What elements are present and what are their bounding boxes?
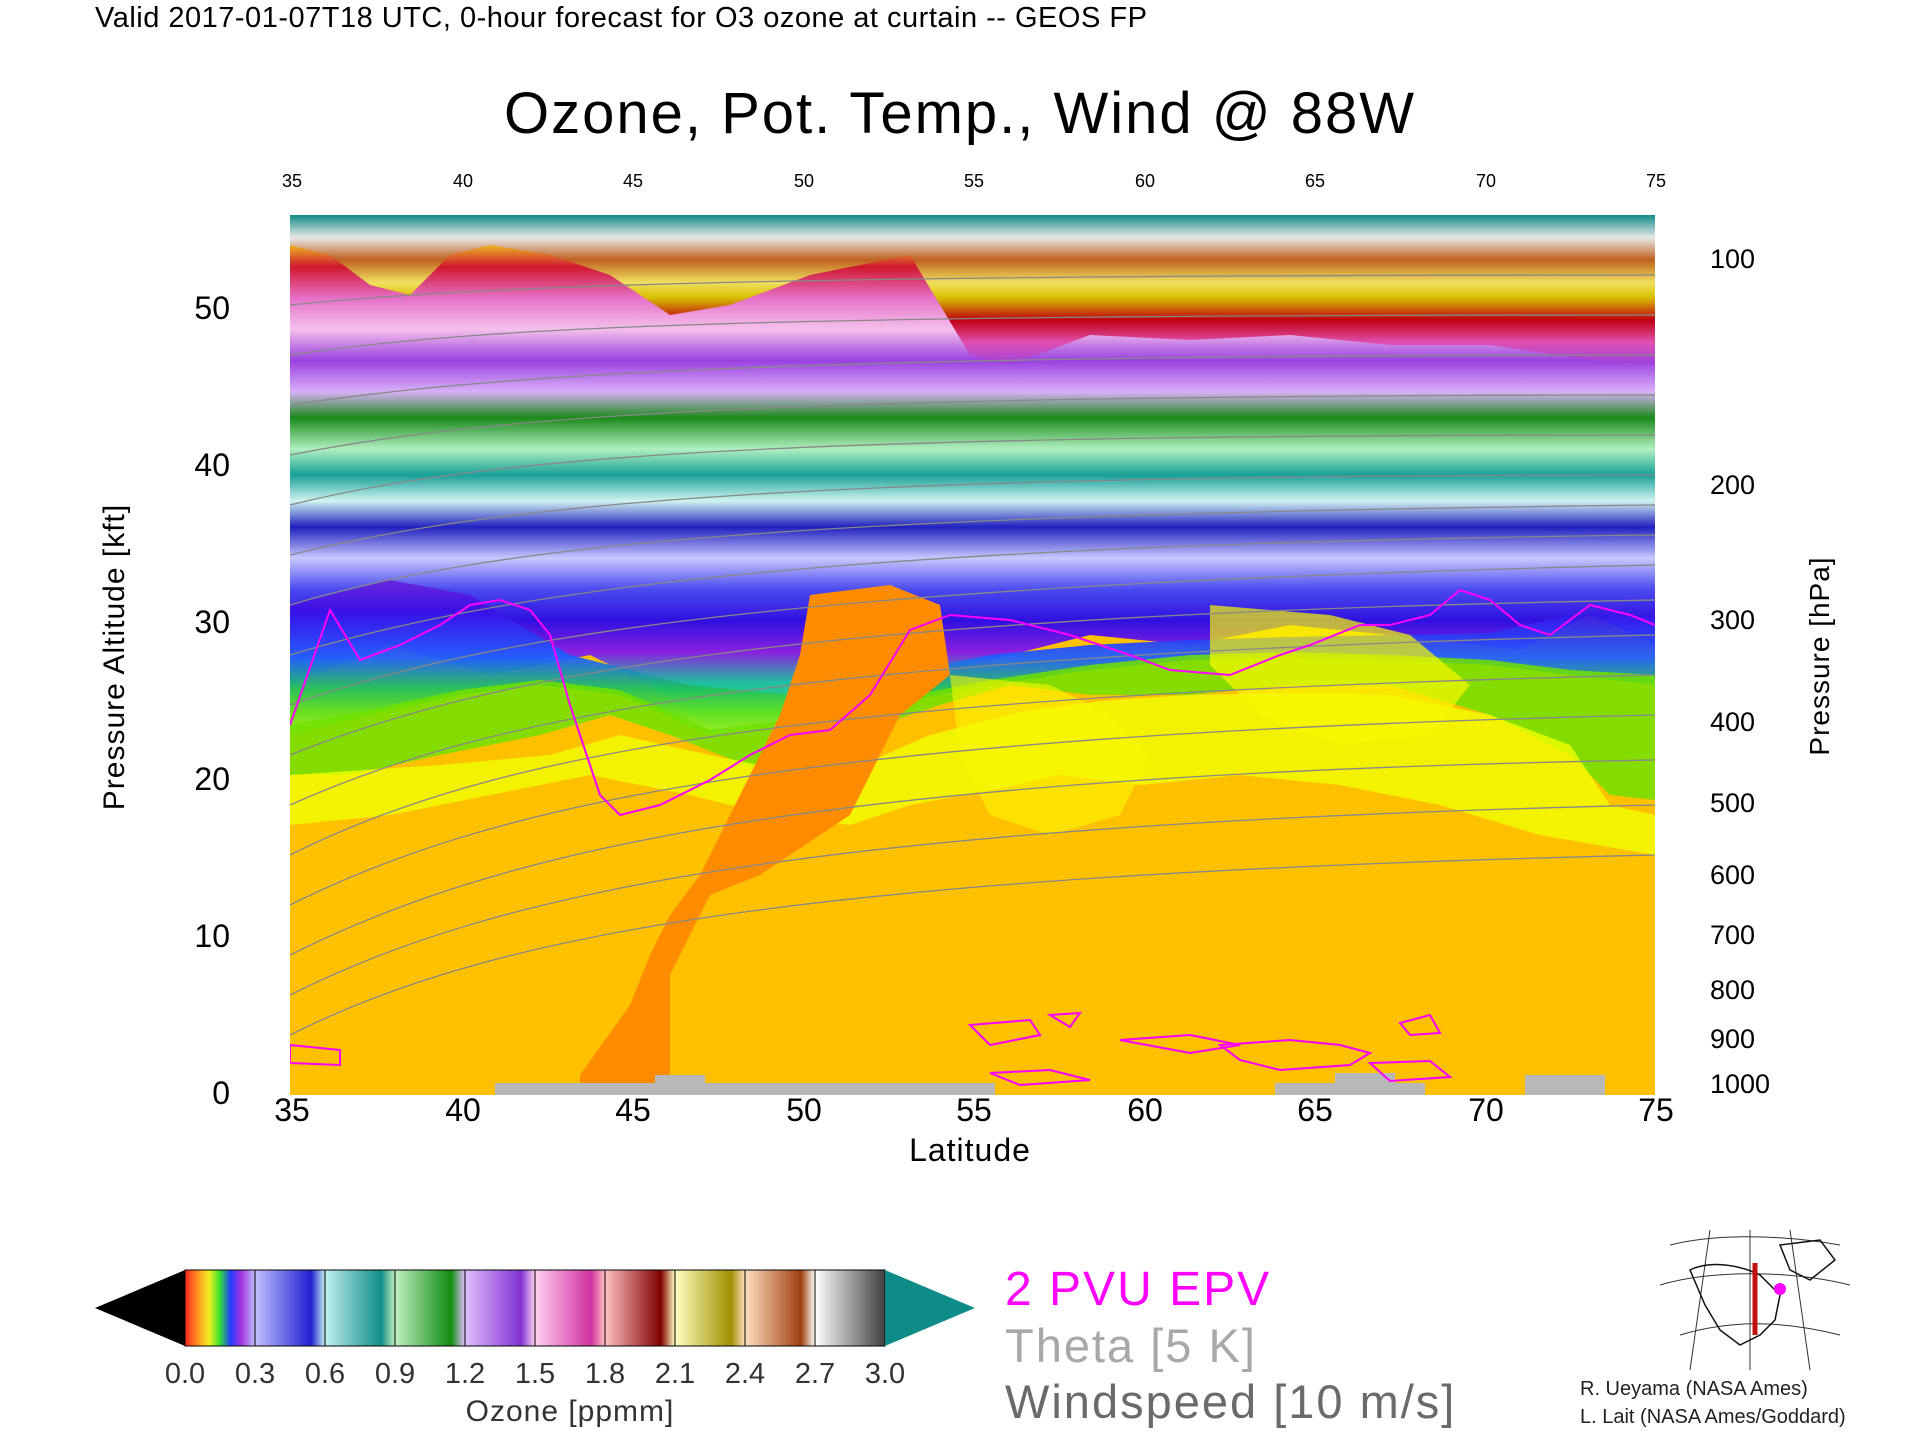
ozone-plume	[580, 585, 950, 1095]
top-x-tick: 55	[963, 171, 985, 191]
left-y-tick: 30	[194, 604, 230, 640]
top-x-tick: 60	[1134, 171, 1156, 191]
top-x-tick: 40	[452, 171, 474, 191]
credit-line-1: R. Ueyama (NASA Ames)	[1580, 1378, 1808, 1400]
right-y-tick: 500	[1710, 788, 1756, 818]
colorbar-tick: 1.5	[514, 1358, 556, 1390]
left-y-tick: 0	[212, 1075, 230, 1111]
ozone-curtain-plot	[290, 215, 1655, 1095]
colorbar-tick: 2.1	[654, 1358, 696, 1390]
greenland-outline	[1778, 1239, 1837, 1281]
upper-stratosphere-fill	[290, 215, 1655, 365]
bottom-x-tick: 55	[956, 1092, 992, 1128]
colorbar-label: Ozone [ppmm]	[465, 1395, 675, 1428]
right-y-tick: 1000	[1710, 1069, 1771, 1099]
legend-windspeed: Windspeed [10 m/s]	[1005, 1375, 1457, 1428]
yellow-patch	[950, 675, 1150, 835]
colorbar-tick: 1.2	[444, 1358, 486, 1390]
top-x-tick: 75	[1645, 171, 1667, 191]
bottom-x-tick: 70	[1468, 1092, 1504, 1128]
left-y-tick: 40	[194, 447, 230, 483]
yellow-patch	[1210, 605, 1470, 745]
y-axis-label-left: Pressure Altitude [kft]	[98, 503, 131, 811]
right-y-tick: 800	[1710, 975, 1756, 1005]
bottom-x-tick: 75	[1638, 1092, 1674, 1128]
right-y-tick: 200	[1710, 470, 1756, 500]
green-band	[290, 652, 1655, 800]
left-y-tick: 10	[194, 918, 230, 954]
bottom-x-tick: 50	[786, 1092, 822, 1128]
legend-theta: Theta [5 K]	[1005, 1319, 1257, 1372]
colorbar-tick: 2.7	[794, 1358, 836, 1390]
colorbar-tick: 0.3	[234, 1358, 276, 1390]
right-y-tick: 400	[1710, 707, 1756, 737]
bottom-x-tick: 65	[1297, 1092, 1333, 1128]
right-y-tick: 900	[1710, 1024, 1756, 1054]
colorbar-tick: 1.8	[584, 1358, 626, 1390]
right-y-tick: 700	[1710, 920, 1756, 950]
left-y-tick: 50	[194, 290, 230, 326]
top-x-tick: 65	[1304, 171, 1326, 191]
right-y-tick: 600	[1710, 860, 1756, 890]
left-y-tick: 20	[194, 761, 230, 797]
colorbar-tick: 0.6	[304, 1358, 346, 1390]
location-marker	[1774, 1283, 1786, 1295]
colorbar-low-arrow	[95, 1270, 185, 1346]
right-y-tick: 100	[1710, 244, 1756, 274]
ozone-colorbar	[95, 1269, 975, 1347]
credit-line-2: L. Lait (NASA Ames/Goddard)	[1580, 1406, 1846, 1428]
valid-time-caption: Valid 2017-01-07T18 UTC, 0-hour forecast…	[95, 2, 1148, 34]
colorbar-tick: 3.0	[864, 1358, 906, 1390]
top-x-tick: 35	[281, 171, 303, 191]
colorbar-tick: 2.4	[724, 1358, 766, 1390]
colorbar-tick: 0.9	[374, 1358, 416, 1390]
colorbar-high-arrow	[885, 1270, 975, 1346]
top-x-tick: 45	[622, 171, 644, 191]
x-axis-label: Latitude	[909, 1132, 1031, 1168]
right-y-tick: 300	[1710, 605, 1756, 635]
chart-title: Ozone, Pot. Temp., Wind @ 88W	[503, 81, 1417, 146]
epv-surface-contours	[290, 1011, 1453, 1087]
top-x-tick: 70	[1475, 171, 1497, 191]
locator-map	[1659, 1229, 1851, 1371]
bottom-x-tick: 40	[445, 1092, 481, 1128]
bottom-x-tick: 35	[274, 1092, 310, 1128]
top-x-tick: 50	[793, 171, 815, 191]
stratosphere-fill	[290, 215, 1655, 735]
legend-epv: 2 PVU EPV	[1005, 1263, 1272, 1316]
bottom-x-tick: 45	[615, 1092, 651, 1128]
colorbar-tick: 0.0	[164, 1358, 206, 1390]
epv-2pvu-contour	[290, 588, 1655, 817]
y-axis-label-right: Pressure [hPa]	[1804, 556, 1835, 756]
bottom-x-tick: 60	[1127, 1092, 1163, 1128]
terrain	[495, 1073, 1605, 1095]
